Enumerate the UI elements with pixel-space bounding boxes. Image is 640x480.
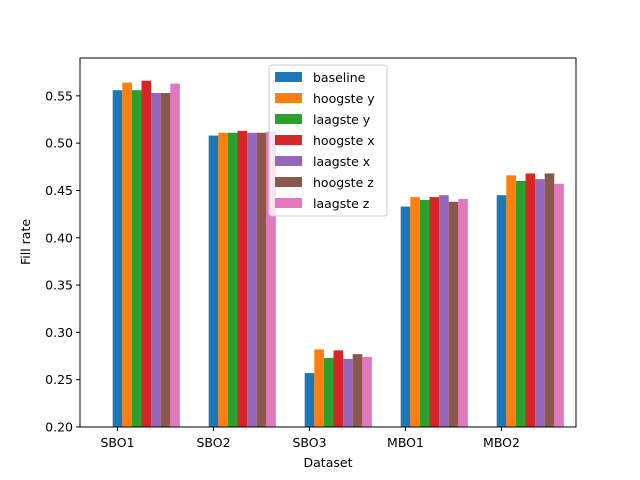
bar-laagste-y-mbo1 <box>419 199 430 427</box>
x-tick-label: MBO1 <box>387 435 424 450</box>
x-axis-label: Dataset <box>304 455 353 470</box>
legend-label-hoogste-y: hoogste y <box>313 91 375 106</box>
bar-hoogste-x-sbo2 <box>237 130 248 427</box>
legend-label-laagste-x: laagste x <box>313 154 370 169</box>
bar-laagste-y-sbo2 <box>227 132 238 427</box>
bar-hoogste-z-sbo1 <box>160 93 171 427</box>
bar-laagste-x-mbo2 <box>535 179 545 427</box>
y-axis-label: Fill rate <box>18 219 33 265</box>
y-axis: 0.20 0.25 0.30 0.35 0.40 0.45 0.50 0.55 <box>45 88 80 435</box>
bar-hoogste-y-mbo2 <box>506 175 516 427</box>
bar-hoogste-z-sbo3 <box>352 354 363 427</box>
bar-hoogste-z-mbo1 <box>448 201 459 427</box>
y-tick-label: 0.45 <box>45 183 73 198</box>
x-axis: SBO1 SBO2 SBO3 MBO1 MBO2 <box>100 427 520 450</box>
legend-label-hoogste-z: hoogste z <box>313 175 374 190</box>
bar-hoogste-x-sbo3 <box>333 350 344 427</box>
legend-swatch-hoogste-y <box>275 93 302 103</box>
bar-hoogste-y-sbo2 <box>218 132 228 427</box>
bar-laagste-y-mbo2 <box>515 181 526 427</box>
legend-swatch-laagste-x <box>275 156 302 166</box>
legend-swatch-hoogste-z <box>275 177 302 187</box>
bar-laagste-x-sbo2 <box>247 132 257 427</box>
y-tick-label: 0.25 <box>45 372 73 387</box>
bar-hoogste-x-mbo2 <box>525 173 536 427</box>
bar-baseline-mbo1 <box>400 206 411 427</box>
bar-baseline-mbo2 <box>496 195 507 427</box>
legend-swatch-laagste-z <box>275 198 302 208</box>
bar-laagste-z-mbo1 <box>458 198 468 427</box>
bar-laagste-y-sbo3 <box>323 357 334 427</box>
legend-label-laagste-y: laagste y <box>313 112 371 127</box>
bar-baseline-sbo2 <box>208 135 219 427</box>
y-tick-label: 0.20 <box>45 420 73 435</box>
legend-label-hoogste-x: hoogste x <box>313 133 375 148</box>
y-tick-label: 0.35 <box>45 278 73 293</box>
x-tick-label: SBO1 <box>100 435 134 450</box>
bar-laagste-x-sbo1 <box>151 93 161 427</box>
bar-laagste-z-sbo1 <box>170 83 180 428</box>
y-tick-label: 0.50 <box>45 136 73 151</box>
bar-hoogste-y-mbo1 <box>410 197 420 427</box>
bar-laagste-y-sbo1 <box>131 90 142 428</box>
bar-laagste-x-sbo3 <box>343 358 353 427</box>
bar-hoogste-y-sbo3 <box>314 349 324 427</box>
legend-swatch-baseline <box>275 72 302 82</box>
x-tick-label: SBO2 <box>196 435 230 450</box>
plot-frame <box>79 57 577 428</box>
bars-group <box>112 80 564 428</box>
bar-laagste-z-sbo2 <box>266 131 276 428</box>
x-tick-label: MBO2 <box>483 435 520 450</box>
bar-laagste-z-sbo3 <box>362 356 372 427</box>
legend-swatch-laagste-y <box>275 114 302 124</box>
legend-swatch-hoogste-x <box>275 135 302 145</box>
bar-baseline-sbo3 <box>304 373 315 427</box>
x-tick-label: SBO3 <box>292 435 326 450</box>
bar-laagste-z-mbo2 <box>554 183 564 427</box>
bar-hoogste-z-mbo2 <box>544 173 555 427</box>
y-tick-label: 0.55 <box>45 88 73 103</box>
legend-label-baseline: baseline <box>313 70 366 85</box>
bar-hoogste-y-sbo1 <box>122 82 132 427</box>
legend: baseline hoogste y laagste y hoogste x laags… <box>268 64 388 217</box>
bar-hoogste-x-mbo1 <box>429 197 440 427</box>
y-tick-label: 0.30 <box>45 325 73 340</box>
bar-baseline-sbo1 <box>112 90 123 428</box>
bar-laagste-x-mbo1 <box>439 195 449 427</box>
bar-hoogste-z-sbo2 <box>256 132 267 427</box>
legend-label-laagste-z: laagste z <box>313 196 370 211</box>
bar-hoogste-x-sbo1 <box>141 80 152 428</box>
y-tick-label: 0.40 <box>45 230 73 245</box>
